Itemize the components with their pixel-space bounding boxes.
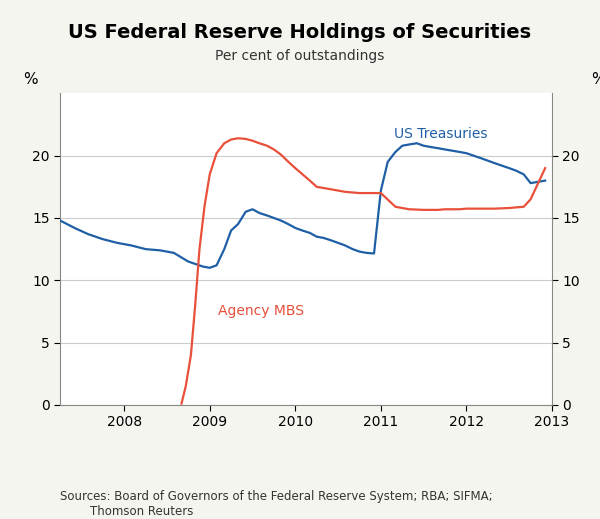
Text: Sources: Board of Governors of the Federal Reserve System; RBA; SIFMA;
        T: Sources: Board of Governors of the Feder…: [60, 490, 493, 518]
Text: %: %: [23, 72, 38, 87]
Text: US Treasuries: US Treasuries: [394, 127, 487, 141]
Text: US Federal Reserve Holdings of Securities: US Federal Reserve Holdings of Securitie…: [68, 23, 532, 43]
Text: Agency MBS: Agency MBS: [218, 304, 304, 318]
Text: Per cent of outstandings: Per cent of outstandings: [215, 49, 385, 63]
Text: %: %: [592, 72, 600, 87]
